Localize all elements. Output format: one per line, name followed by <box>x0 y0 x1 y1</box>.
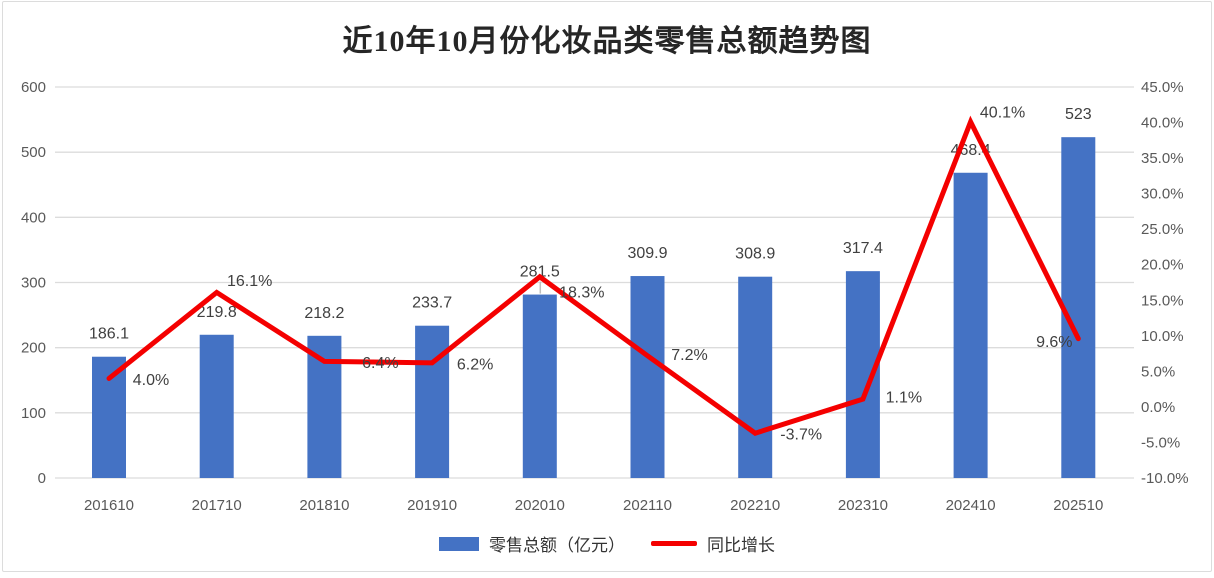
chart-title: 近10年10月份化妆品类零售总额趋势图 <box>342 25 872 58</box>
bar-retail-total <box>92 356 126 478</box>
bar-retail-total <box>630 276 665 478</box>
right-axis-tick: -5.0% <box>1141 434 1180 451</box>
x-axis-label: 201910 <box>407 497 457 514</box>
legend-line-label: 同比增长 <box>707 536 775 555</box>
x-axis-label: 201810 <box>299 497 349 514</box>
growth-value-label: 6.4% <box>362 355 398 372</box>
bar-retail-total <box>1061 137 1096 478</box>
right-axis-tick: 45.0% <box>1141 79 1184 96</box>
bar-retail-total <box>199 334 234 478</box>
legend-bar-swatch <box>439 536 479 551</box>
bar-retail-total <box>522 294 557 478</box>
growth-value-label: 4.0% <box>133 372 169 389</box>
right-axis-tick: -10.0% <box>1141 470 1189 487</box>
left-axis-tick: 500 <box>21 144 46 161</box>
growth-value-label: 18.3% <box>559 284 604 301</box>
growth-value-label: 40.1% <box>980 104 1025 121</box>
right-axis-tick: 20.0% <box>1141 257 1184 274</box>
bar-retail-total <box>738 276 773 478</box>
x-axis-label: 202010 <box>515 497 565 514</box>
growth-value-label: 7.2% <box>671 347 707 364</box>
legend-bar-label: 零售总额（亿元） <box>489 536 625 555</box>
bar-value-label: 218.2 <box>304 305 344 322</box>
right-axis-tick: 30.0% <box>1141 186 1184 203</box>
bar-value-label: 308.9 <box>735 246 775 263</box>
left-axis-tick: 300 <box>21 275 46 292</box>
combo-chart-plot: 0 100 200 300 400 500 600 -10.0% -5.0% 0.0% 5.0% 10… <box>21 79 1189 514</box>
left-axis-tick: 200 <box>21 340 46 357</box>
bar-retail-total <box>953 172 988 478</box>
growth-value-label: -3.7% <box>780 427 822 444</box>
right-axis-tick: 25.0% <box>1141 221 1184 238</box>
growth-value-label: 9.6% <box>1036 334 1072 351</box>
bar-value-label: 523 <box>1065 106 1092 123</box>
left-axis-tick: 400 <box>21 209 46 226</box>
bar-value-label: 219.8 <box>197 304 237 321</box>
bar-value-label: 186.1 <box>89 326 129 343</box>
x-axis-label: 202110 <box>623 497 672 514</box>
legend-line-swatch <box>651 541 697 546</box>
right-axis-tick: 15.0% <box>1141 292 1184 309</box>
right-axis-tick: 5.0% <box>1141 363 1175 380</box>
bar-value-label: 317.4 <box>843 240 883 257</box>
x-axis-label: 202510 <box>1053 497 1103 514</box>
growth-value-label: 6.2% <box>457 356 493 373</box>
x-axis-label: 202410 <box>946 497 996 514</box>
growth-value-label: 16.1% <box>227 273 272 290</box>
right-axis-tick: 35.0% <box>1141 150 1184 167</box>
legend: 零售总额（亿元） 同比增长 <box>0 531 1214 556</box>
growth-value-label: 1.1% <box>886 390 922 407</box>
x-axis-label: 202310 <box>838 497 888 514</box>
x-axis-label: 201710 <box>192 497 242 514</box>
bar-retail-total <box>307 335 342 478</box>
growth-line <box>106 115 1081 436</box>
x-axis-label: 201610 <box>84 497 134 514</box>
bar-value-label: 309.9 <box>627 245 667 262</box>
bar-value-label: 281.5 <box>520 264 560 281</box>
right-axis-tick: 0.0% <box>1141 399 1175 416</box>
left-axis-tick: 100 <box>21 405 46 422</box>
left-axis-tick: 600 <box>21 79 46 96</box>
x-axis-label: 202210 <box>730 497 780 514</box>
left-axis-tick: 0 <box>38 470 46 487</box>
bar-value-label: 233.7 <box>412 295 452 312</box>
right-axis-tick: 10.0% <box>1141 328 1184 345</box>
bar-retail-total <box>415 325 450 478</box>
right-axis-tick: 40.0% <box>1141 115 1184 132</box>
